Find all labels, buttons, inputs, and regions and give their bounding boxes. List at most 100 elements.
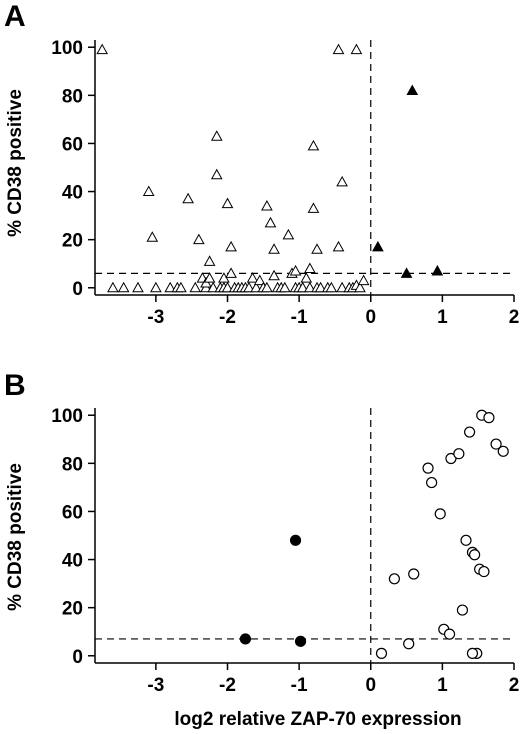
- filled-circle-point: [289, 534, 302, 546]
- open-circle-point: [426, 476, 438, 489]
- y-tick-label: 0: [72, 279, 83, 300]
- open-circle-point: [453, 448, 465, 460]
- open-circle-point: [490, 438, 502, 450]
- open-triangle-point: [193, 233, 205, 245]
- open-circle-point: [463, 426, 476, 438]
- threshold-lines: [95, 408, 514, 663]
- open-circle-point: [483, 412, 495, 424]
- y-tick-label: 80: [62, 454, 83, 475]
- threshold-lines: [95, 40, 514, 295]
- open-circle-point: [460, 534, 472, 546]
- open-circle-point: [388, 573, 400, 585]
- x-tick-label: 1: [437, 675, 448, 696]
- open-triangle-point: [250, 281, 263, 293]
- y-tick-label: 40: [62, 551, 83, 572]
- open-triangle-point: [210, 130, 223, 141]
- open-triangle-point: [304, 281, 316, 293]
- open-circle-point: [408, 568, 420, 580]
- open-triangle-point: [253, 274, 266, 286]
- open-circle-point: [403, 638, 415, 650]
- panel-letter-a: A: [4, 0, 26, 33]
- open-triangle-point: [314, 281, 327, 293]
- x-tick-label: -3: [147, 675, 164, 696]
- data-points: [239, 409, 509, 659]
- open-triangle-point: [336, 281, 348, 293]
- open-triangle-point: [164, 281, 177, 293]
- open-triangle-point: [107, 281, 119, 293]
- x-tick-label: -2: [219, 675, 236, 696]
- open-triangle-point: [307, 139, 320, 151]
- open-triangle-point: [182, 192, 194, 204]
- open-triangle-point: [246, 272, 259, 283]
- x-tick-label: 2: [509, 675, 520, 696]
- y-tick-label: 20: [62, 599, 83, 620]
- open-triangle-point: [225, 240, 237, 252]
- y-tick-label: 60: [62, 502, 83, 523]
- open-triangle-point: [307, 202, 320, 213]
- open-circle-point: [443, 628, 456, 640]
- open-triangle-point: [189, 281, 202, 293]
- open-circle-point: [466, 647, 479, 659]
- open-circle-point: [478, 565, 490, 578]
- open-triangle-point: [175, 281, 187, 293]
- open-circle-point: [497, 445, 509, 457]
- open-triangle-point: [132, 281, 144, 293]
- open-triangle-point: [203, 272, 216, 283]
- open-triangle-point: [268, 269, 280, 281]
- open-circle-point: [469, 549, 481, 561]
- open-triangle-point: [332, 240, 345, 252]
- open-triangle-point: [146, 231, 159, 242]
- y-tick-label: 40: [62, 183, 83, 204]
- open-circle-point: [456, 604, 469, 616]
- x-tick-label: 1: [437, 307, 448, 328]
- x-tick-label: -1: [291, 307, 308, 328]
- open-triangle-point: [350, 43, 363, 55]
- x-axis-title: log2 relative ZAP-70 expression: [174, 709, 461, 730]
- filled-circle-point: [294, 635, 307, 647]
- open-triangle-point: [117, 281, 130, 293]
- x-tick-label: -1: [291, 675, 308, 696]
- open-triangle-point: [311, 243, 323, 254]
- open-circle-point: [375, 647, 388, 659]
- open-triangle-point: [150, 281, 162, 293]
- y-axis-title: % CD38 positive: [5, 463, 26, 611]
- filled-triangle-point: [406, 84, 419, 96]
- open-triangle-point: [210, 168, 223, 180]
- open-triangle-point: [264, 216, 277, 228]
- filled-circle-point: [239, 633, 252, 645]
- y-tick-label: 60: [62, 134, 83, 155]
- data-points: [96, 43, 444, 293]
- open-triangle-point: [332, 43, 345, 55]
- open-triangle-point: [261, 199, 273, 211]
- x-tick-label: -2: [219, 307, 236, 328]
- x-tick-label: 0: [365, 675, 376, 696]
- open-triangle-point: [142, 185, 155, 197]
- open-triangle-point: [278, 281, 291, 293]
- open-triangle-point: [96, 43, 109, 55]
- open-triangle-point: [296, 281, 309, 293]
- panel-letter-b: B: [4, 369, 26, 402]
- open-triangle-point: [203, 255, 216, 266]
- open-triangle-point: [243, 281, 255, 293]
- open-triangle-point: [325, 281, 338, 293]
- y-tick-label: 0: [72, 647, 83, 668]
- open-circle-point: [445, 452, 457, 465]
- y-axis-title: % CD38 positive: [5, 89, 26, 237]
- y-tick-label: 100: [51, 406, 83, 427]
- x-tick-label: -3: [147, 307, 164, 328]
- open-circle-point: [422, 462, 434, 474]
- open-triangle-point: [207, 281, 220, 293]
- x-tick-label: 0: [365, 307, 376, 328]
- open-triangle-point: [225, 267, 237, 278]
- open-triangle-point: [336, 175, 348, 187]
- y-tick-label: 80: [62, 86, 83, 107]
- filled-triangle-point: [400, 267, 413, 278]
- open-triangle-point: [300, 272, 313, 283]
- y-tick-label: 100: [51, 38, 83, 59]
- open-triangle-point: [221, 197, 234, 209]
- open-triangle-point: [354, 281, 366, 293]
